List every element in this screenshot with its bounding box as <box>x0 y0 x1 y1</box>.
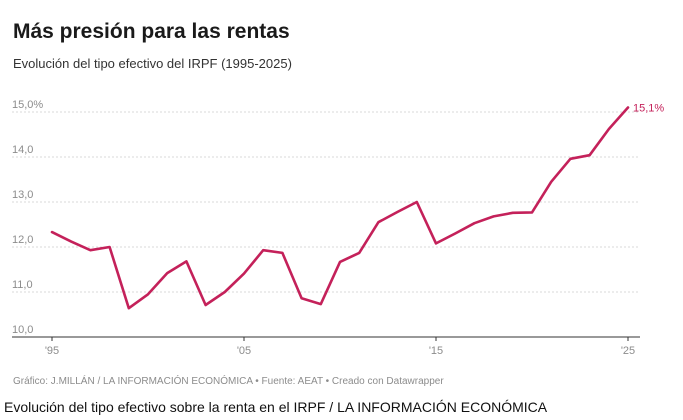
tick-layer: 10,0 11,0 12,0 13,0 14,0 15,0% '95 '05 '15 '25 <box>12 99 635 357</box>
y-tick-label: 14,0 <box>12 144 33 156</box>
line-chart: 10,0 11,0 12,0 13,0 14,0 15,0% '95 '05 '15 '25 15… <box>12 99 664 357</box>
end-value-label: 15,1% <box>633 103 664 115</box>
y-tick-label: 15,0% <box>12 99 43 111</box>
series-layer: 15,1% <box>50 103 664 310</box>
grid-layer <box>12 111 640 338</box>
x-tick-label: '15 <box>429 345 443 357</box>
y-tick-label: 12,0 <box>12 234 33 246</box>
series-line <box>50 106 630 310</box>
x-tick-label: '25 <box>621 345 635 357</box>
y-tick-label: 11,0 <box>12 279 33 291</box>
image-caption: Evolución del tipo efectivo sobre la ren… <box>4 399 548 415</box>
chart-title: Más presión para las rentas <box>13 20 290 43</box>
chart-subtitle: Evolución del tipo efectivo del IRPF (19… <box>13 56 292 71</box>
y-tick-label: 10,0 <box>12 324 33 336</box>
x-tick-label: '95 <box>45 345 59 357</box>
x-tick-label: '05 <box>237 345 251 357</box>
y-tick-label: 13,0 <box>12 189 33 201</box>
footer-credit: Gráfico: J.MILLÁN / LA INFORMACIÓN ECONÓ… <box>13 376 444 387</box>
